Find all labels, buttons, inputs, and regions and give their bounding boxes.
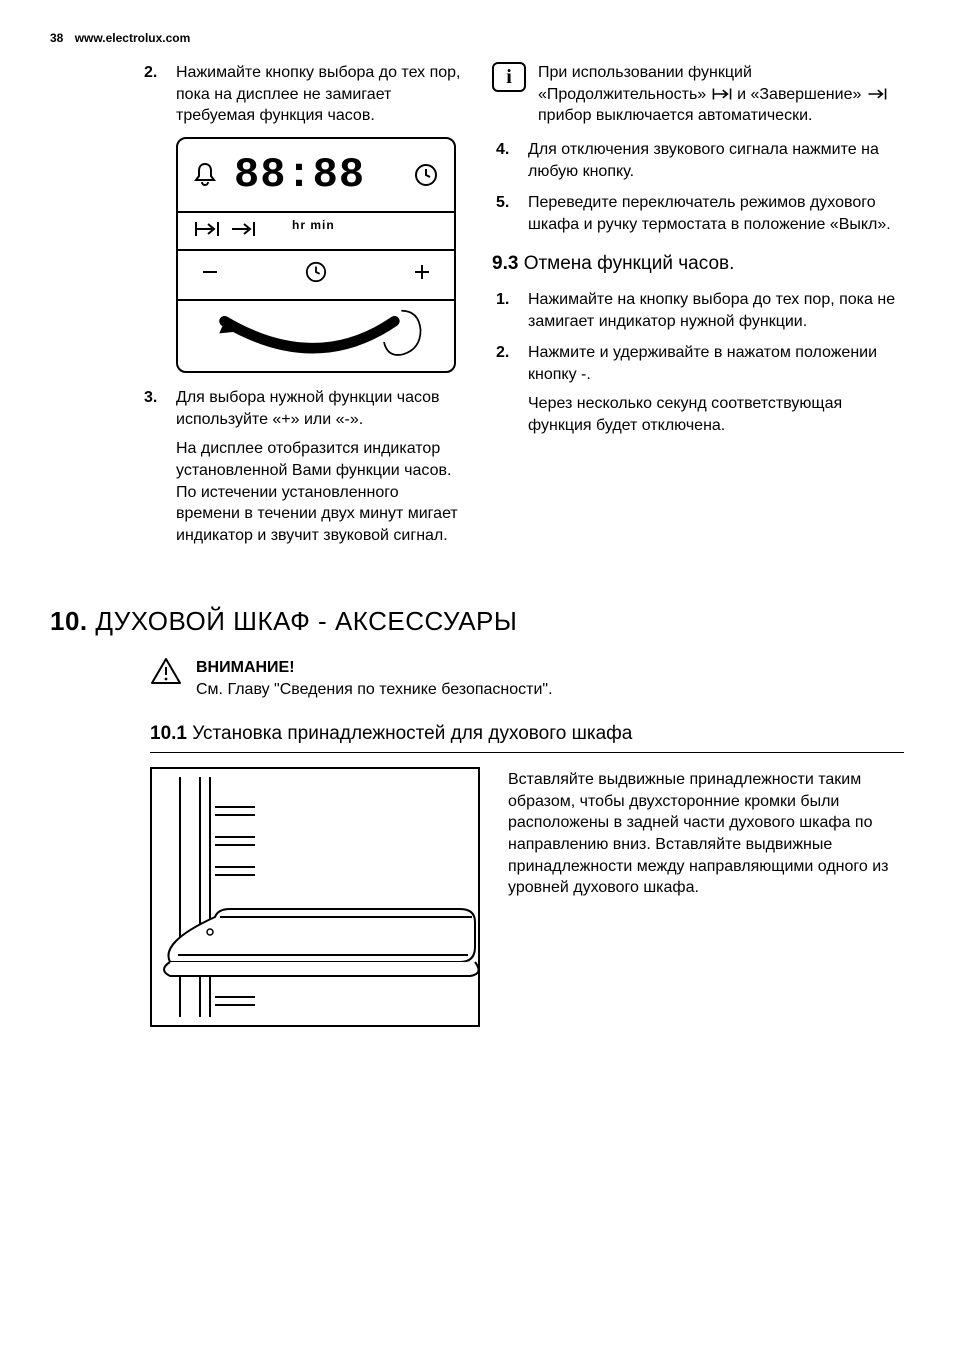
step-body: Нажмите и удерживайте в нажатом положени… [528,342,904,444]
warning-text: ВНИМАНИЕ! См. Главу "Сведения по технике… [196,657,553,700]
step-number: 1. [492,289,528,332]
plus-icon [412,262,432,289]
step-number: 5. [492,192,528,235]
s93-step-1: 1. Нажимайте на кнопку выбора до тех пор… [492,289,904,332]
info-note: i При использовании функций «Продолжител… [492,62,904,127]
warning-block: ВНИМАНИЕ! См. Главу "Сведения по технике… [150,657,904,700]
step-text-followup: На дисплее отобразится индикатор установ… [176,438,462,546]
display-bottom-row [178,301,454,371]
hr-min-label: hr min [292,217,335,233]
step-text: Нажимайте кнопку выбора до тех пор, пока… [176,62,462,127]
step-text: Переведите переключатель режимов духовог… [528,192,904,235]
step-text: Нажимайте на кнопку выбора до тех пор, п… [528,289,904,332]
step-text: Нажмите и удерживайте в нажатом положени… [528,342,904,385]
two-column-layout: 2. Нажимайте кнопку выбора до тех пор, п… [50,62,904,564]
step-4: 4. Для отключения звукового сигнала нажм… [492,139,904,182]
warning-icon [150,657,182,700]
page-header: 38 www.electrolux.com [50,30,904,46]
display-box: 88:88 hr min [176,137,456,373]
step-text: Для выбора нужной функции часов использу… [176,387,462,430]
step-body: Для выбора нужной функции часов использу… [176,387,462,554]
clock-button-icon [305,261,327,290]
oven-rail-figure [150,767,480,1027]
step-text: Для отключения звукового сигнала нажмите… [528,139,904,182]
display-digits: 88:88 [234,154,365,196]
accessory-text: Вставляйте выдвижные принадлежности таки… [508,767,904,899]
step-number: 3. [140,387,176,554]
step-3: 3. Для выбора нужной функции часов испол… [140,387,462,554]
subheading-rule [150,752,904,753]
accessory-row: Вставляйте выдвижные принадлежности таки… [50,767,904,1027]
site-url: www.electrolux.com [75,31,191,45]
section-10-heading: 10. ДУХОВОЙ ШКАФ - АКСЕССУАРЫ [50,604,904,639]
s93-step-2: 2. Нажмите и удерживайте в нажатом полож… [492,342,904,444]
end-icon [230,220,256,238]
display-mid-row [178,251,454,301]
warning-body: См. Главу "Сведения по технике безопасно… [196,679,553,701]
info-text: При использовании функций «Продолжительн… [538,62,904,127]
step-5: 5. Переведите переключатель режимов духо… [492,192,904,235]
step-number: 4. [492,139,528,182]
display-panel-figure: 88:88 hr min [176,137,456,373]
minus-icon [200,262,220,289]
right-column: i При использовании функций «Продолжител… [492,62,904,564]
warning-title: ВНИМАНИЕ! [196,657,553,679]
bell-icon [194,162,216,188]
info-icon: i [492,62,526,92]
duration-inline-icon [711,87,733,101]
step-number: 2. [492,342,528,444]
step-number: 2. [140,62,176,127]
subheading-9-3: 9.3 Отмена функций часов. [492,251,904,277]
subheading-10-1: 10.1 Установка принадлежностей для духов… [150,721,904,747]
step-2: 2. Нажимайте кнопку выбора до тех пор, п… [140,62,462,127]
duration-icon [194,220,220,238]
left-column: 2. Нажимайте кнопку выбора до тех пор, п… [50,62,462,564]
step-text-followup: Через несколько секунд соответствующая ф… [528,393,904,436]
clock-icon [414,163,438,187]
end-inline-icon [866,87,888,101]
page-number: 38 [50,31,63,45]
swipe-arrow-icon [194,301,438,371]
subheading-10-1-block: 10.1 Установка принадлежностей для духов… [150,721,904,747]
display-top-row: 88:88 [178,139,454,213]
